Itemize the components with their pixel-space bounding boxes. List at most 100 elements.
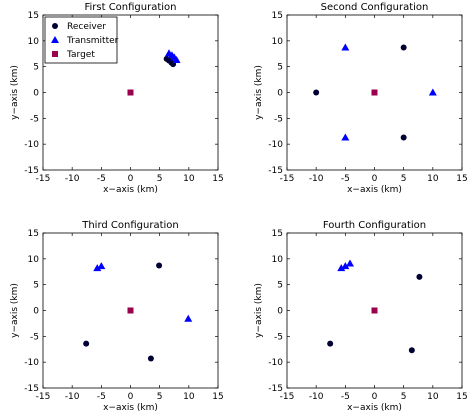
y-tick-label: -5 — [274, 332, 283, 342]
receiver-point — [408, 347, 415, 354]
x-tick-label: 0 — [372, 174, 378, 184]
receiver-point — [156, 262, 163, 269]
x-tick-label: 5 — [401, 174, 407, 184]
subplot-3: -15 -10 -5 0 5 10 15 -15 -10 -5 0 5 10 15 Third Config… — [10, 220, 224, 413]
legend-label: Target — [66, 50, 95, 60]
x-axis-label: x−axis (km) — [347, 403, 402, 413]
chart-title: Second Configuration — [321, 2, 429, 13]
y-axis-label: y−axis (km) — [254, 283, 264, 338]
subplot-1: -15 -10 -5 0 5 10 15 -15 -10 -5 0 5 10 15 First Config… — [10, 2, 224, 195]
y-axis-label: y−axis (km) — [10, 283, 20, 338]
y-tick-label: 5 — [277, 281, 283, 291]
legend-label: Transmitter — [66, 36, 119, 46]
x-tick-label: 10 — [183, 174, 195, 184]
transmitter-point — [341, 133, 350, 141]
y-tick-label: -15 — [24, 166, 39, 176]
subplot-2: -15 -10 -5 0 5 10 15 -15 -10 -5 0 5 10 15 Second Confi… — [254, 2, 468, 195]
x-tick-label: 15 — [212, 174, 223, 184]
x-tick-label: -10 — [309, 174, 324, 184]
y-tick-label: -10 — [24, 358, 39, 368]
x-tick-label: -5 — [97, 392, 106, 402]
receiver-point — [83, 340, 90, 347]
chart-title: First Configuration — [84, 2, 176, 13]
legend: Receiver Transmitter Target — [44, 16, 119, 64]
x-tick-label: -10 — [65, 174, 80, 184]
receiver-point — [416, 273, 423, 280]
transmitter-point — [341, 262, 350, 270]
x-tick-label: -10 — [309, 392, 324, 402]
y-tick-label: 5 — [33, 281, 39, 291]
chart-title: Fourth Configuration — [323, 220, 426, 231]
y-tick-label: 15 — [272, 11, 283, 21]
x-tick-label: 15 — [456, 174, 467, 184]
transmitter-point — [172, 55, 181, 63]
y-tick-label: -10 — [268, 140, 283, 150]
y-axis-label: y−axis (km) — [254, 65, 264, 120]
legend-marker-target — [52, 51, 58, 57]
x-tick-label: -15 — [280, 174, 295, 184]
legend-marker-transmitter — [51, 36, 59, 43]
y-tick-label: -5 — [30, 114, 39, 124]
y-tick-label: 10 — [28, 37, 40, 47]
transmitter-point — [428, 88, 437, 96]
y-tick-label: -5 — [274, 114, 283, 124]
y-tick-label: 5 — [277, 63, 283, 73]
y-tick-label: -15 — [268, 384, 283, 394]
legend-label: Receiver — [67, 22, 106, 32]
x-axis-label: x−axis (km) — [347, 185, 402, 195]
x-tick-label: -5 — [341, 392, 350, 402]
legend-marker-receiver — [52, 23, 58, 29]
x-tick-label: -10 — [65, 392, 80, 402]
y-tick-label: -10 — [24, 140, 39, 150]
x-tick-label: 10 — [427, 174, 439, 184]
subplot-4: -15 -10 -5 0 5 10 15 -15 -10 -5 0 5 10 15 Fourth Confi… — [254, 220, 468, 413]
receiver-point — [313, 89, 320, 96]
y-tick-label: 15 — [272, 229, 283, 239]
receiver-point — [400, 44, 407, 51]
x-tick-label: 0 — [128, 174, 134, 184]
x-tick-label: -5 — [97, 174, 106, 184]
target-point — [127, 89, 134, 96]
x-tick-label: 0 — [372, 392, 378, 402]
y-tick-label: 5 — [33, 63, 39, 73]
chart-title: Third Configuration — [81, 220, 179, 231]
x-tick-label: 0 — [128, 392, 134, 402]
y-tick-label: 0 — [277, 307, 283, 317]
x-tick-label: 5 — [157, 392, 163, 402]
x-tick-label: 5 — [157, 174, 163, 184]
y-tick-label: -10 — [268, 358, 283, 368]
x-tick-label: 10 — [183, 392, 195, 402]
y-tick-label: 0 — [277, 89, 283, 99]
target-point — [371, 89, 378, 96]
receiver-point — [147, 355, 154, 362]
y-tick-label: 10 — [28, 255, 40, 265]
y-tick-label: -15 — [24, 384, 39, 394]
x-axis-label: x−axis (km) — [103, 185, 158, 195]
x-tick-label: -5 — [341, 174, 350, 184]
target-point — [371, 307, 378, 314]
y-axis-label: y−axis (km) — [10, 65, 20, 120]
y-tick-label: 0 — [33, 89, 39, 99]
x-axis-label: x−axis (km) — [103, 403, 158, 413]
x-tick-label: 15 — [212, 392, 223, 402]
x-tick-label: -15 — [36, 392, 51, 402]
transmitter-point — [184, 314, 193, 322]
transmitter-point — [346, 259, 354, 267]
receiver-point — [400, 134, 407, 141]
y-tick-label: 15 — [28, 229, 39, 239]
transmitter-point — [337, 264, 346, 272]
transmitter-point — [93, 264, 102, 272]
y-tick-label: -15 — [268, 166, 283, 176]
y-tick-label: 10 — [272, 255, 284, 265]
x-tick-label: 10 — [427, 392, 439, 402]
x-tick-label: 15 — [456, 392, 467, 402]
x-tick-label: -15 — [36, 174, 51, 184]
target-point — [127, 307, 134, 314]
y-tick-label: 10 — [272, 37, 284, 47]
transmitter-point — [97, 262, 106, 270]
y-tick-label: 0 — [33, 307, 39, 317]
x-tick-label: -15 — [280, 392, 295, 402]
x-tick-label: 5 — [401, 392, 407, 402]
transmitter-point — [341, 43, 350, 51]
